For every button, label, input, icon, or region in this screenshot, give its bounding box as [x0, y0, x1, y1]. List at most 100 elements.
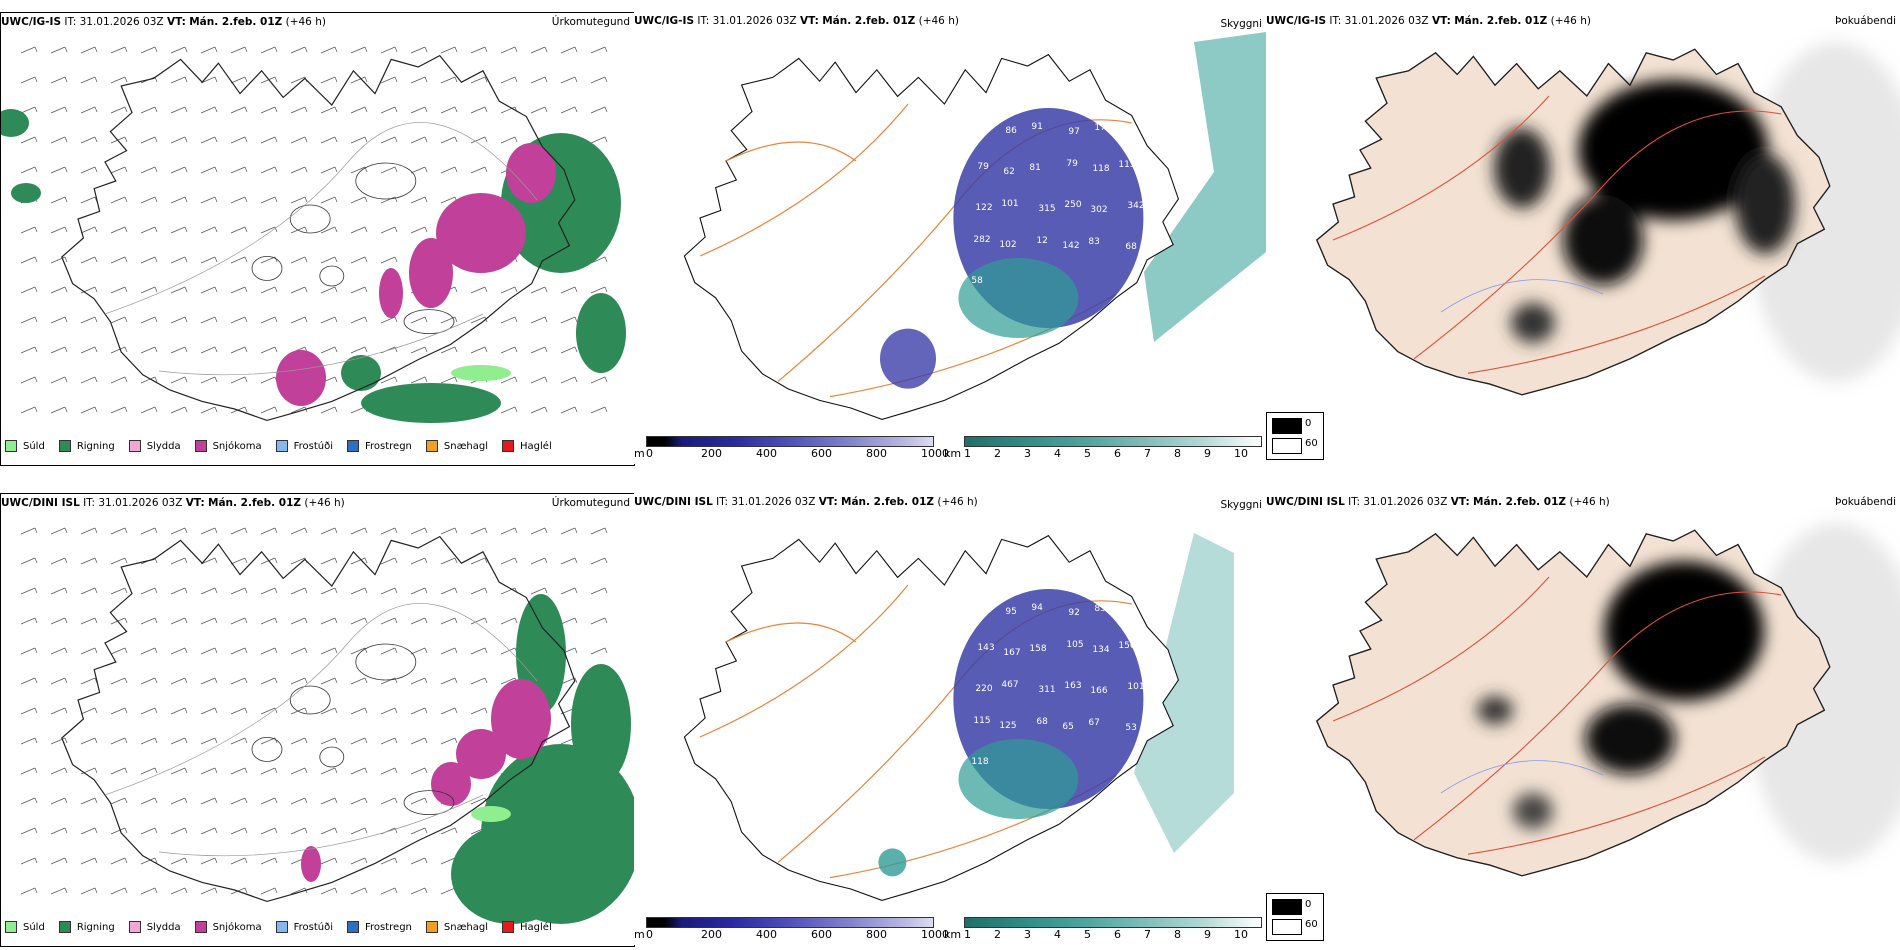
panel-title: Þokuábendi [1835, 15, 1896, 27]
lead-time: (+46 h) [1550, 15, 1591, 27]
panel-header: UWC/IG-IS IT: 31.01.2026 03Z VT: Mán. 2.… [634, 12, 959, 30]
precip-legend-item: Súld [5, 440, 45, 452]
vt-value: Mán. 2.feb. 01Z [841, 496, 935, 508]
model-name: UWC/IG-IS [634, 15, 695, 27]
precip-legend-item: Slydda [128, 921, 181, 933]
cloud-height-label: 179 [1094, 123, 1111, 133]
it-value: 31.01.2026 03Z [79, 16, 164, 28]
panel-header: UWC/DINI ISL IT: 31.01.2026 03Z VT: Mán.… [1, 494, 345, 512]
cloud-height-label: 134 [1092, 645, 1109, 655]
fog-panel-row2: UWC/DINI ISL IT: 31.01.2026 03Z VT: Mán.… [1266, 493, 1900, 891]
legend-label: Haglél [520, 440, 552, 452]
it-label: IT: [83, 497, 96, 509]
fog-legend-label: 0 [1305, 899, 1312, 910]
legend-swatch [5, 440, 17, 452]
vt-value: Mán. 2.feb. 01Z [822, 15, 916, 27]
it-value: 31.01.2026 03Z [731, 496, 816, 508]
vt-label: VT: [1431, 15, 1451, 27]
panel-title: Skyggni [1220, 18, 1263, 30]
cloud-panel-row1: UWC/IG-IS IT: 31.01.2026 03Z VT: Mán. 2.… [634, 12, 1266, 464]
legend-swatch [194, 440, 207, 452]
cloud-height-label: 105 [1066, 640, 1083, 650]
legend-swatch [502, 921, 515, 933]
panel-header: UWC/DINI ISL IT: 31.01.2026 03Z VT: Mán.… [634, 493, 978, 511]
cloud-height-label: 65 [1062, 722, 1073, 732]
legend-swatch [347, 921, 359, 933]
precip-legend-item: Snæhagl [425, 921, 489, 933]
it-value: 31.01.2026 03Z [712, 15, 797, 27]
colorbar-tick: 200 [701, 928, 722, 941]
cloud-height-label: 68 [1036, 717, 1048, 727]
panel-title: Þokuábendi [1835, 496, 1896, 508]
cloud-height-label: 167 [1003, 648, 1020, 658]
colorbar-tick: 0 [646, 447, 653, 460]
cloud-height-label: 53 [1125, 723, 1136, 733]
fog-legend-swatch [1272, 899, 1302, 915]
vt-label: VT: [166, 16, 186, 28]
cloud-height-label: 91 [1031, 122, 1042, 132]
legend-swatch [347, 440, 359, 452]
fog-legend-label: 60 [1305, 919, 1318, 930]
precip-legend-item: Snæhagl [425, 440, 489, 452]
legend-label: Frostregn [365, 921, 412, 933]
colorbar-tick: 5 [1084, 928, 1091, 941]
cloud-height-label: 118 [971, 757, 988, 767]
fog-legend-swatch [1272, 919, 1302, 935]
cloud-height-label: 342 [1127, 201, 1144, 211]
fog-map [1316, 42, 1900, 396]
colorbar-tick: 9 [1204, 447, 1211, 460]
lead-time: (+46 h) [918, 15, 959, 27]
precip-legend-item: Haglél [502, 921, 552, 933]
colorbar-tick: 5 [1084, 447, 1091, 460]
legend-label: Snæhagl [443, 921, 489, 933]
fog-legend-row1: 0 60 [1266, 412, 1324, 460]
fog-legend-swatch [1272, 438, 1302, 454]
cloud-height-label: 86 [1005, 126, 1017, 136]
cloud-height-label: 115 [973, 716, 990, 726]
precip-legend-item: Rigning [58, 440, 115, 452]
cloud-height-label: 97 [1068, 127, 1079, 137]
it-value: 31.01.2026 03Z [1344, 15, 1429, 27]
legend-swatch [194, 921, 207, 933]
precip-map [1, 46, 626, 423]
colorbar-tick: 6 [1114, 447, 1121, 460]
model-name: UWC/IG-IS [1, 16, 62, 28]
legend-label: Slydda [146, 440, 181, 452]
it-label: IT: [64, 16, 77, 28]
colorbar-tick: 200 [701, 447, 722, 460]
cloud-height-label: 12 [1036, 236, 1047, 246]
precip-legend-item: Frostúði [275, 440, 333, 452]
panel-header: UWC/IG-IS IT: 31.01.2026 03Z VT: Mán. 2.… [1266, 12, 1591, 30]
colorbar-m-gradient [646, 917, 934, 928]
it-label: IT: [716, 496, 729, 508]
cloud-height-label: 250 [1064, 200, 1081, 210]
colorbar-unit: m [634, 447, 645, 460]
colorbar-tick: 1000 [921, 928, 949, 941]
colorbar-unit: m [634, 928, 645, 941]
legend-label: Súld [23, 921, 45, 933]
cloud-height-label: 62 [1120, 609, 1131, 619]
model-name: UWC/DINI ISL [1266, 496, 1345, 508]
cloud-height-label: 102 [999, 240, 1016, 250]
cloud-height-label: 79 [977, 162, 989, 172]
precip-legend-item: Snjókoma [194, 921, 262, 933]
colorbar-tick: 1000 [921, 447, 949, 460]
cloud-height-label: 220 [975, 684, 992, 694]
legend-label: Frostúði [293, 440, 333, 452]
colorbar-tick: 800 [866, 928, 887, 941]
cloud-height-label: 125 [999, 721, 1016, 731]
it-value: 31.01.2026 03Z [98, 497, 183, 509]
vt-value: Mán. 2.feb. 01Z [208, 497, 302, 509]
cloud-height-label: 315 [1038, 204, 1055, 214]
cloud-height-label: 150 [1118, 641, 1135, 651]
cloud-height-label: 58 [971, 276, 983, 286]
colorbar-tick: 10 [1234, 447, 1248, 460]
legend-label: Snæhagl [443, 440, 489, 452]
colorbar-unit: km [944, 928, 962, 941]
legend-label: Rigning [76, 440, 115, 452]
cloud-height-label: 94 [1031, 603, 1043, 613]
precip-panel-row1: UWC/IG-IS IT: 31.01.2026 03Z VT: Mán. 2.… [0, 12, 635, 466]
vt-label: VT: [799, 15, 819, 27]
precip-legend-item: Haglél [502, 440, 552, 452]
fog-panel-row1: UWC/IG-IS IT: 31.01.2026 03Z VT: Mán. 2.… [1266, 12, 1900, 410]
